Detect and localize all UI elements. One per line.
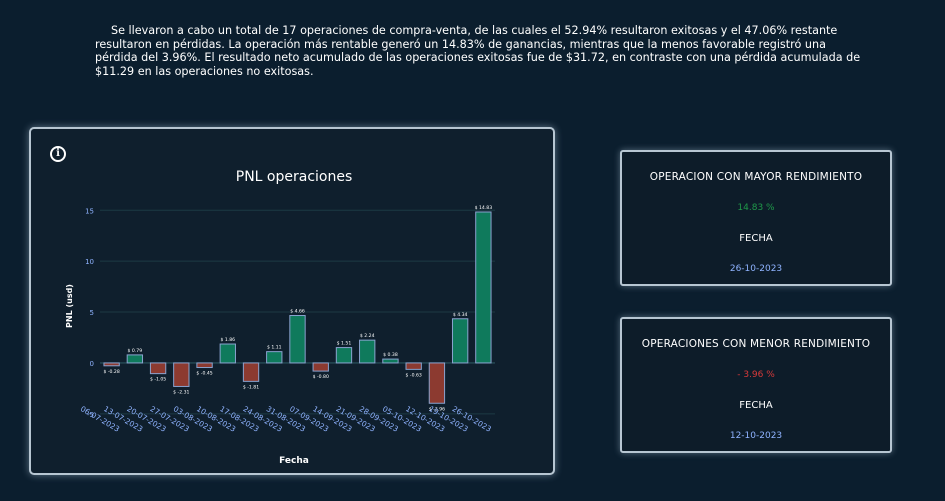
bar-06-07-2023[interactable] <box>103 362 120 367</box>
bar-13-07-2023[interactable] <box>126 354 144 364</box>
x-axis-title: Fecha <box>279 456 309 466</box>
y-axis-ticks: -5 0 5 10 15 <box>85 207 94 419</box>
y-tick-label: -5 <box>87 411 94 419</box>
data-label: $ 0.38 <box>383 352 398 358</box>
best-operation-value: 14.83 % <box>737 203 775 213</box>
bar-12-10-2023[interactable] <box>428 362 446 404</box>
bar-17-08-2023[interactable] <box>242 362 260 382</box>
pnl-chart-card: i -5 0 5 10 15 $ -0.28 $ 0.79 $ -1.05 $ -2.31 $ … <box>29 127 555 475</box>
data-label: $ 1.86 <box>220 337 235 343</box>
worst-operation-title: OPERACIONES CON MENOR RENDIMIENTO <box>641 338 871 350</box>
bar-05-10-2023[interactable] <box>405 362 422 370</box>
bar-19-10-2023[interactable] <box>451 318 469 364</box>
data-label: $ -3.96 <box>429 406 445 412</box>
data-labels: $ -0.28 $ 0.79 $ -1.05 $ -2.31 $ -0.45 $ 1.86… <box>103 205 492 412</box>
data-label: $ 4.66 <box>290 309 305 315</box>
data-label: $ 1.11 <box>267 345 282 351</box>
best-operation-card: OPERACION CON MAYOR RENDIMIENTO 14.83 % … <box>620 150 892 286</box>
bar-28-09-2023[interactable] <box>382 358 399 364</box>
data-label: $ 4.34 <box>453 312 468 318</box>
y-axis-title: PNL (usd) <box>65 284 74 328</box>
bar-20-07-2023[interactable] <box>149 362 167 375</box>
data-label: $ -0.63 <box>406 372 422 378</box>
worst-operation-value: - 3.96 % <box>737 370 775 380</box>
bar-03-08-2023[interactable] <box>196 362 213 369</box>
data-label: $ 0.79 <box>128 348 143 354</box>
y-tick-label: 5 <box>90 309 94 317</box>
bars <box>103 211 492 404</box>
worst-operation-card: OPERACIONES CON MENOR RENDIMIENTO - 3.96… <box>620 317 892 453</box>
summary-paragraph: Se llevaron a cabo un total de 17 operac… <box>95 24 861 78</box>
chart-title: PNL operaciones <box>236 169 353 185</box>
bar-27-07-2023[interactable] <box>173 362 190 387</box>
bar-26-10-2023[interactable] <box>475 211 492 364</box>
bar-24-08-2023[interactable] <box>266 351 283 364</box>
info-icon[interactable]: i <box>50 146 66 162</box>
worst-operation-date: 12-10-2023 <box>729 431 783 441</box>
data-label: $ -0.28 <box>103 369 119 375</box>
bar-21-09-2023[interactable] <box>359 339 376 364</box>
bar-31-08-2023[interactable] <box>289 315 306 364</box>
worst-operation-date-label: FECHA <box>739 400 773 411</box>
best-operation-date: 26-10-2023 <box>729 264 783 274</box>
data-label: $ -0.45 <box>196 371 212 377</box>
data-label: $ 2.24 <box>360 333 375 339</box>
x-axis-ticks: 06-07-202313-07-202320-07-202327-07-2023… <box>79 404 493 434</box>
data-label: $ 14.83 <box>475 205 493 211</box>
bar-07-09-2023[interactable] <box>312 362 329 372</box>
y-tick-label: 15 <box>85 207 94 215</box>
y-tick-label: 10 <box>85 258 94 266</box>
data-label: $ -1.05 <box>150 377 166 383</box>
bar-14-09-2023[interactable] <box>335 347 353 364</box>
best-operation-date-label: FECHA <box>739 233 773 244</box>
y-tick-label: 0 <box>90 360 94 368</box>
data-label: $ -1.81 <box>243 384 259 390</box>
data-label: $ -2.31 <box>173 389 189 395</box>
best-operation-title: OPERACION CON MAYOR RENDIMIENTO <box>649 171 863 183</box>
bar-10-08-2023[interactable] <box>219 343 236 364</box>
data-label: $ 1.51 <box>337 341 352 347</box>
data-label: $ -0.80 <box>313 374 329 380</box>
